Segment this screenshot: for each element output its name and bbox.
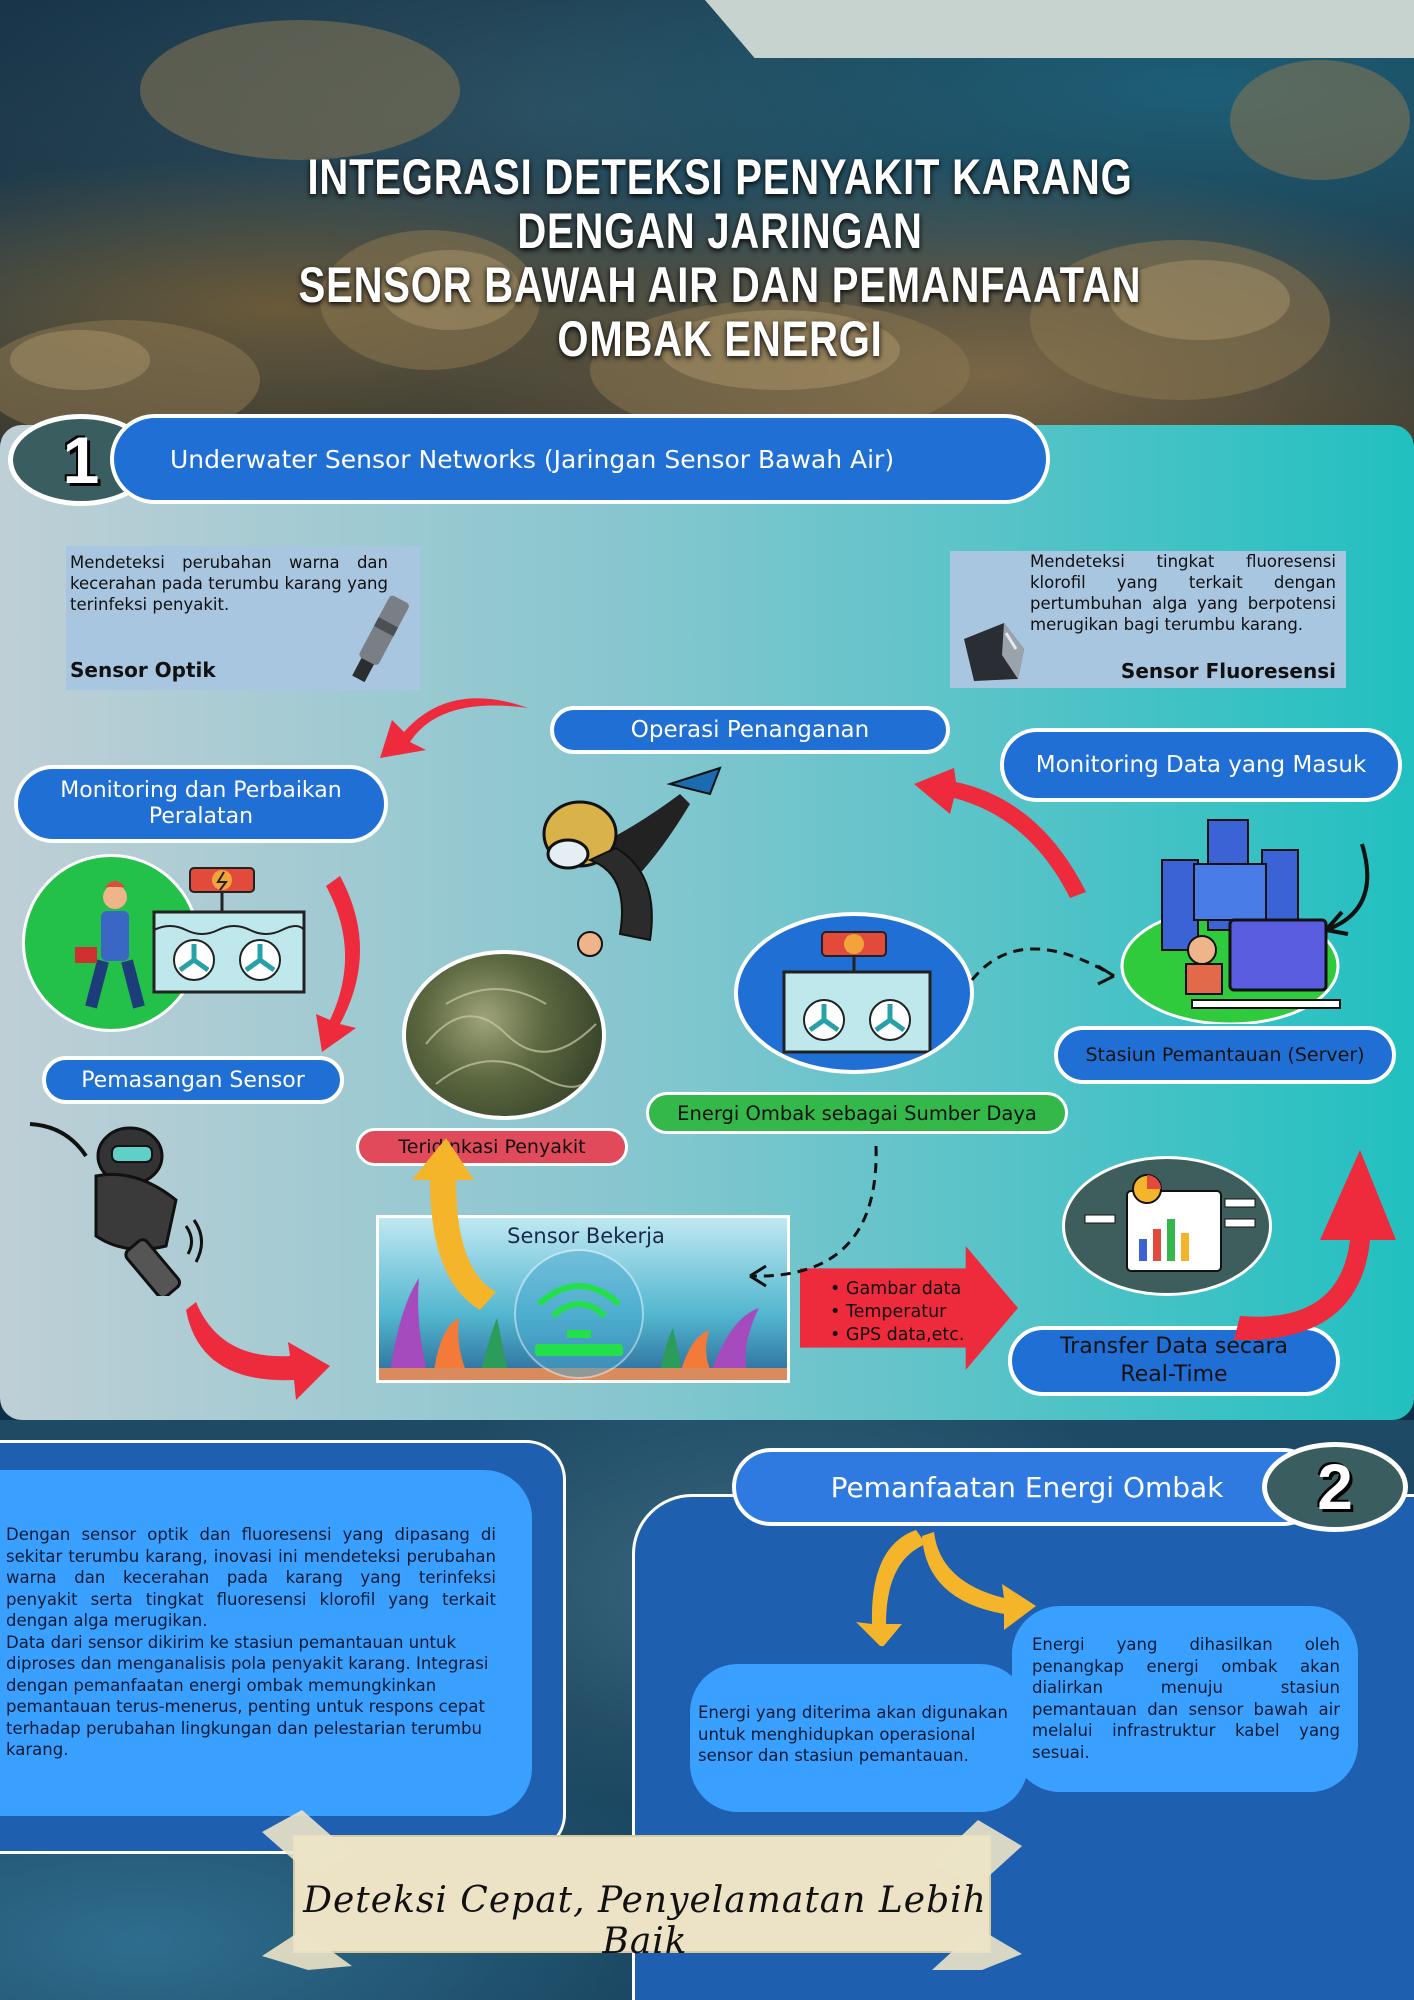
arrow-to-teridentifikasi (412, 1138, 496, 1310)
data-item: • Temperatur (830, 1302, 947, 1322)
flow-arrows (186, 698, 1396, 1400)
page-title-line1: INTEGRASI DETEKSI PENYAKIT KARANG DENGAN… (307, 149, 1133, 259)
data-items-list: • Gambar data • Temperatur • GPS data,et… (830, 1278, 964, 1347)
sensor-optik-name: Sensor Optik (70, 658, 216, 682)
fluorescence-sensor-icon (964, 623, 1024, 681)
data-analysis-oval (1062, 1156, 1272, 1296)
server-station-icon (1120, 819, 1370, 1024)
page-title: INTEGRASI DETEKSI PENYAKIT KARANG DENGAN… (224, 150, 1216, 366)
summary-para2: Data dari sensor dikirim ke stasiun pema… (6, 1632, 489, 1760)
arrow-to-pemasangan-vertical (316, 876, 360, 1052)
energi-ombak-pill: Energi Ombak sebagai Sumber Daya (646, 1092, 1068, 1134)
arrow-to-operasi (914, 768, 1086, 898)
sensor-fluoresensi-name: Sensor Fluoresensi (1120, 659, 1336, 683)
optical-sensor-icon (352, 595, 409, 683)
diver-operation-icon (542, 766, 722, 957)
summary-text-card: Dengan sensor optik dan fluoresensi yang… (0, 1470, 532, 1816)
sensor-fluoresensi-desc: Mendeteksi tingkat fluoresensi klorofil … (1030, 552, 1336, 634)
energy-usage-card: Energi yang diterima akan digunakan untu… (690, 1664, 1028, 1812)
monitoring-data-pill: Monitoring Data yang Masuk (1000, 728, 1402, 802)
section1-heading: Underwater Sensor Networks (Jaringan Sen… (110, 414, 1050, 504)
arrow-to-monitoring-perbaikan (380, 698, 528, 758)
worker-icon (75, 881, 145, 1009)
hero-banner (0, 0, 1414, 440)
data-item: • Gambar data (830, 1279, 962, 1299)
coral-reef-illustration (0, 20, 1410, 440)
tagline-text: Deteksi Cepat, Penyelamatan Lebih Baik (303, 1880, 987, 1962)
data-item: • GPS data,etc. (830, 1325, 965, 1345)
monitoring-perbaikan-pill: Monitoring dan Perbaikan Peralatan (14, 765, 388, 843)
dashed-energy-to-server (970, 947, 1115, 981)
top-accent-strip (705, 0, 1414, 58)
stasiun-pemantauan-pill: Stasiun Pemantauan (Server) (1054, 1026, 1396, 1084)
arrow-to-sensor-bekerja (186, 1302, 330, 1400)
wave-generator-icon (782, 931, 932, 1054)
energy-distribution-card: Energi yang dihasilkan oleh penangkap en… (1012, 1606, 1358, 1792)
data-item-label: Gambar data (845, 1279, 962, 1299)
sensor-optik-card: Mendeteksi perubahan warna dan kecerahan… (66, 546, 420, 690)
dashed-energy-to-sensor (749, 1145, 878, 1278)
data-item-label: GPS data,etc. (845, 1325, 965, 1345)
section2-heading: Pemanfaatan Energi Ombak (732, 1448, 1322, 1526)
tagline-tape-banner (262, 1810, 1022, 1970)
summary-para1: Dengan sensor optik dan fluoresensi yang… (6, 1525, 496, 1630)
sensor-bekerja-scene: Sensor Bekerja (376, 1215, 790, 1383)
pemasangan-sensor-pill: Pemasangan Sensor (42, 1056, 344, 1104)
sensor-optik-desc: Mendeteksi perubahan warna dan kecerahan… (70, 553, 388, 614)
diseased-coral-photo (402, 950, 606, 1120)
analytics-icon (1084, 1174, 1256, 1272)
transfer-data-pill: Transfer Data secara Real-Time (1008, 1326, 1340, 1396)
data-item-label: Temperatur (845, 1302, 947, 1322)
operasi-penanganan-pill: Operasi Penanganan (550, 706, 950, 754)
section2-number-badge: 2 (1262, 1442, 1408, 1532)
sensor-bekerja-label: Sensor Bekerja (507, 1224, 665, 1248)
page-title-line2: SENSOR BAWAH AIR DAN PEMANFAATAN OMBAK E… (298, 257, 1142, 367)
diver-installer-icon (29, 1122, 203, 1296)
wave-energy-generator-oval (734, 912, 974, 1074)
arrow-to-transfer-up (1234, 1150, 1396, 1341)
wave-generator-left-icon (152, 867, 306, 994)
sensor-fluoresensi-card: Mendeteksi tingkat fluoresensi klorofil … (950, 551, 1346, 688)
split-arrows-yellow (856, 1530, 1036, 1646)
